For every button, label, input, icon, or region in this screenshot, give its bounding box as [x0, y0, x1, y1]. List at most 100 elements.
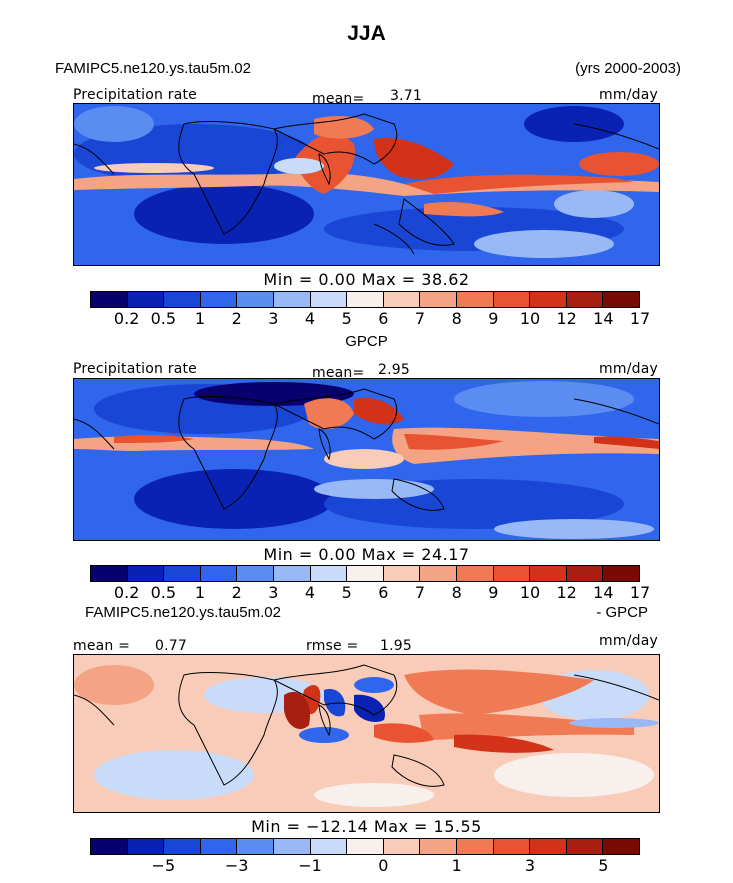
colorbar-3-swatch — [420, 839, 457, 854]
panel3-rmse-label: rmse = — [306, 638, 359, 654]
colorbar-3-tick-label: −1 — [298, 856, 322, 875]
panel2-variable: Precipitation rate — [73, 361, 197, 377]
colorbar-1-tick-label: 12 — [556, 309, 577, 328]
colorbar-3 — [90, 838, 640, 855]
panel3-rmse-value: 1.95 — [380, 638, 412, 654]
panel1-contours — [74, 104, 659, 265]
panel3-header-right: - GPCP — [596, 604, 648, 621]
colorbar-3-swatch — [530, 839, 567, 854]
case-name: FAMIPC5.ne120.ys.tau5m.02 — [55, 60, 251, 77]
colorbar-2-tick-label: 9 — [488, 583, 499, 602]
colorbar-2-tick-label: 5 — [341, 583, 352, 602]
colorbar-2-swatch — [530, 566, 567, 581]
colorbar-1-tick-label: 6 — [378, 309, 389, 328]
colorbar-1-swatch — [273, 292, 311, 307]
colorbar-2-tick-label: 2 — [231, 583, 242, 602]
colorbar-2-tick-label: 4 — [304, 583, 316, 602]
colorbar-1-tick-label: 4 — [304, 309, 316, 328]
colorbar-3-swatch — [347, 839, 384, 854]
colorbar-1-tick-label: 7 — [414, 309, 426, 328]
years-label: (yrs 2000-2003) — [575, 60, 681, 77]
colorbar-3-swatch — [456, 839, 494, 854]
colorbar-2-swatch — [383, 566, 421, 581]
colorbar-2-swatch — [420, 566, 457, 581]
colorbar-1-tick-label: 0.2 — [113, 309, 140, 328]
colorbar-1-swatch — [91, 292, 128, 307]
colorbar-1-swatch — [237, 292, 274, 307]
panel2-header: GPCP — [345, 333, 388, 350]
panel2-mean-value: 2.95 — [378, 362, 410, 378]
colorbar-1-swatch — [456, 292, 494, 307]
colorbar-1-swatch — [383, 292, 421, 307]
colorbar-1-tick-label: 0.5 — [150, 309, 177, 328]
colorbar-3-swatch — [200, 839, 238, 854]
colorbar-2-tick-label: 17 — [629, 583, 651, 602]
colorbar-3-swatch — [493, 839, 531, 854]
colorbar-3-swatch — [383, 839, 421, 854]
colorbar-2-tick-label: 6 — [378, 583, 389, 602]
colorbar-2-labels: 0.2 0.5 1 2 3 4 5 6 7 8 9 10 12 14 17 — [90, 583, 650, 602]
colorbar-1-tick-label: 14 — [593, 309, 614, 328]
colorbar-3-tick-label: 0 — [378, 856, 389, 875]
colorbar-3-labels: −5 −3 −1 0 1 3 5 — [90, 856, 640, 875]
panel1-map — [73, 103, 660, 266]
colorbar-1-tick-label: 2 — [231, 309, 242, 328]
colorbar-2-tick-label: 7 — [414, 583, 426, 602]
colorbar-2-swatch — [347, 566, 384, 581]
panel3-header-left: FAMIPC5.ne120.ys.tau5m.02 — [85, 604, 281, 621]
colorbar-1-swatch — [200, 292, 238, 307]
colorbar-1-tick-label: 10 — [519, 309, 541, 328]
colorbar-3-tick-label: −3 — [224, 856, 249, 875]
colorbar-2 — [90, 565, 640, 582]
colorbar-3-swatch — [310, 839, 348, 854]
colorbar-3-swatch — [127, 839, 165, 854]
panel2-mean-label: mean= — [312, 365, 365, 381]
colorbar-2-swatch — [566, 566, 604, 581]
colorbar-1-swatch — [310, 292, 348, 307]
colorbar-2-tick-label: 0.5 — [150, 583, 177, 602]
colorbar-1 — [90, 291, 640, 308]
panel3-mean-label: mean = — [73, 638, 131, 654]
colorbar-2-swatch — [310, 566, 348, 581]
colorbar-1-swatch — [347, 292, 384, 307]
colorbar-2-tick-label: 0.2 — [113, 583, 140, 602]
colorbar-1-tick-label: 1 — [194, 309, 206, 328]
colorbar-1-tick-label: 17 — [629, 309, 651, 328]
colorbar-2-tick-label: 1 — [194, 583, 206, 602]
colorbar-1-swatch — [420, 292, 457, 307]
colorbar-1-tick-label: 9 — [488, 309, 499, 328]
panel2-map — [73, 378, 660, 541]
colorbar-3-tick-label: −5 — [151, 856, 176, 875]
panel1-stats: Min = 0.00 Max = 38.62 — [263, 270, 470, 289]
colorbar-2-swatch — [164, 566, 201, 581]
colorbar-1-labels: 0.2 0.5 1 2 3 4 5 6 7 8 9 10 12 14 17 — [90, 309, 650, 328]
colorbar-2-tick-label: 12 — [556, 583, 577, 602]
colorbar-2-swatch — [273, 566, 311, 581]
colorbar-1-swatch — [566, 292, 604, 307]
colorbar-2-swatch — [237, 566, 274, 581]
panel3-units: mm/day — [599, 633, 658, 649]
colorbar-1-swatch — [164, 292, 201, 307]
colorbar-1-tick-label: 8 — [451, 309, 462, 328]
panel3-mean-value: 0.77 — [155, 638, 187, 654]
colorbar-2-tick-label: 3 — [268, 583, 279, 602]
colorbar-2-swatch — [456, 566, 494, 581]
colorbar-3-swatch — [273, 839, 311, 854]
colorbar-3-tick-label: 3 — [524, 856, 536, 875]
colorbar-2-swatch — [91, 566, 128, 581]
colorbar-3-swatch — [91, 839, 128, 854]
colorbar-1-swatch — [603, 292, 639, 307]
colorbar-1-swatch — [530, 292, 567, 307]
colorbar-3-swatch — [603, 839, 639, 854]
colorbar-1-swatch — [493, 292, 531, 307]
panel3-contours — [74, 655, 659, 812]
panel3-stats: Min = −12.14 Max = 15.55 — [251, 817, 482, 836]
colorbar-3-swatch — [566, 839, 604, 854]
colorbar-2-tick-label: 14 — [593, 583, 614, 602]
colorbar-1-tick-label: 3 — [268, 309, 279, 328]
colorbar-1-tick-label: 5 — [341, 309, 352, 328]
colorbar-3-tick-label: 5 — [598, 856, 609, 875]
panel1-mean-value: 3.71 — [390, 88, 422, 104]
panel1-variable: Precipitation rate — [73, 87, 197, 103]
colorbar-3-swatch — [164, 839, 201, 854]
